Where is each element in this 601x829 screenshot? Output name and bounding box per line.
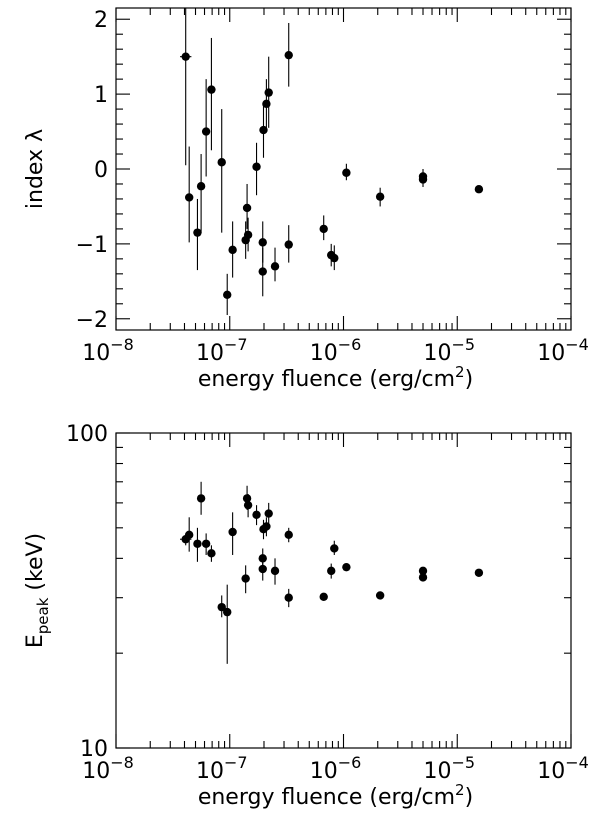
x-tick-label: 10−4 [537, 335, 589, 366]
x-tick-label: 10−6 [310, 753, 362, 784]
data-point [258, 238, 267, 247]
y-tick-label: 100 [66, 422, 108, 447]
data-point [474, 568, 484, 577]
y-tick-label: 2 [94, 8, 108, 33]
data-point [228, 245, 237, 255]
data-point [223, 607, 232, 617]
data-point [270, 566, 280, 576]
data-point [418, 573, 428, 582]
data-point [284, 50, 293, 60]
y-tick-label: −2 [76, 308, 108, 333]
data-point [342, 168, 351, 177]
data-point [284, 240, 293, 249]
data-point [375, 591, 385, 600]
x-tick-label: 10−8 [82, 335, 134, 366]
data-point [342, 562, 351, 572]
x-tick-label: 10−7 [196, 335, 248, 366]
data-point [243, 230, 253, 240]
data-point [252, 510, 261, 519]
y-axis-title: Epeak (keV) [23, 533, 52, 648]
x-tick-label: 10−6 [310, 335, 362, 366]
data-point [201, 539, 211, 548]
x-tick-label: 10−4 [537, 753, 589, 784]
data-point [207, 85, 216, 94]
data-point [375, 192, 385, 201]
data-point [184, 530, 194, 540]
plot-frame [115, 432, 572, 749]
data-point [184, 193, 194, 202]
data-point [264, 88, 273, 97]
x-tick-label: 10−7 [196, 753, 248, 784]
data-point [223, 290, 232, 300]
data-point [193, 539, 202, 548]
data-point [319, 592, 328, 601]
data-point [327, 566, 336, 576]
data-point [252, 162, 261, 171]
data-point [262, 99, 271, 109]
data-point [284, 593, 293, 602]
data-point [193, 228, 202, 237]
data-point [264, 509, 273, 518]
data-point [418, 175, 428, 184]
data-point [217, 158, 226, 167]
x-axis-title: energy fluence (erg/cm2) [198, 781, 473, 810]
data-point [330, 253, 339, 263]
y-tick-label: 0 [94, 158, 108, 183]
epeak-vs-fluence-panel: 10−8 10−7 10−6 10−5 10−4 10 100 energy fluence … [23, 422, 589, 810]
data-point [418, 566, 428, 576]
x-tick-label: 10−5 [423, 335, 475, 366]
data-point [259, 125, 268, 135]
x-tick-label: 10−8 [82, 753, 134, 784]
y-axis-title: index λ [23, 129, 48, 209]
data-point [201, 127, 211, 136]
data-point [330, 544, 339, 553]
y-tick-label: 1 [94, 83, 108, 108]
lambda-vs-fluence-panel: 10−8 10−7 10−6 10−5 10−4 −2 −1 0 1 2 energy fluenc… [23, 7, 589, 392]
y-tick-label: 10 [80, 737, 108, 762]
data-point [196, 182, 206, 191]
data-point [258, 267, 267, 276]
data-point [284, 530, 293, 540]
data-point [258, 564, 267, 574]
x-axis-title: energy fluence (erg/cm2) [198, 363, 473, 392]
data-point [262, 522, 271, 531]
y-tick-label: −1 [76, 233, 108, 258]
data-point [270, 262, 280, 271]
data-point [241, 574, 250, 583]
data-point [242, 203, 252, 213]
data-point [181, 52, 190, 61]
data-point [474, 185, 484, 194]
data-point [242, 494, 252, 503]
data-point [228, 527, 237, 537]
data-point [217, 602, 226, 612]
data-point [196, 494, 206, 503]
data-point [243, 500, 253, 510]
data-point [319, 224, 328, 234]
x-tick-label: 10−5 [423, 753, 475, 784]
data-point [207, 549, 216, 558]
